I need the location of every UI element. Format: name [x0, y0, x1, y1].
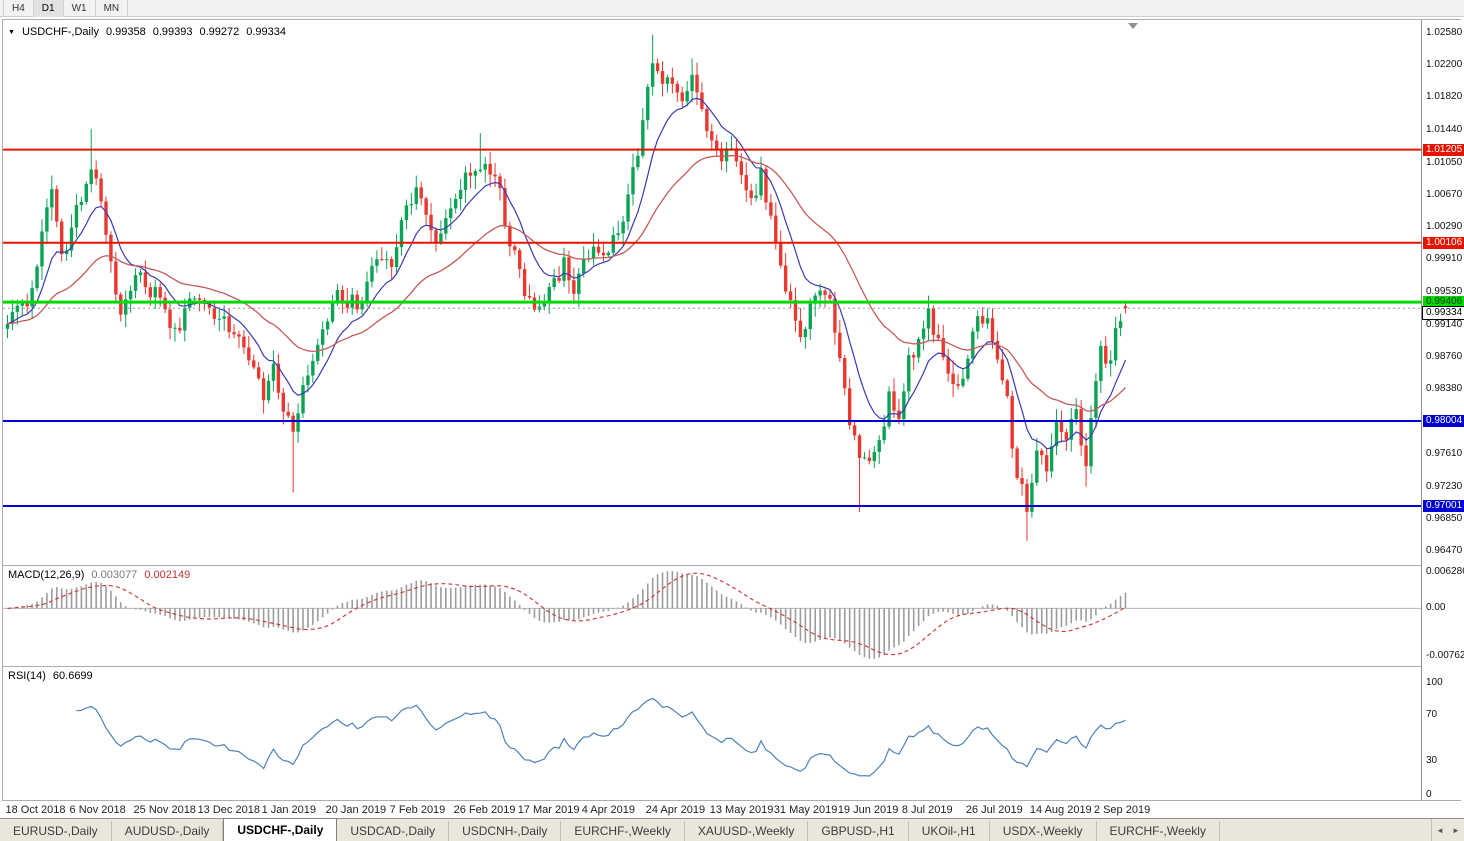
chart-tab-usdcad-daily[interactable]: USDCAD-,Daily: [337, 821, 450, 841]
macd-axis-label: -0.00762: [1426, 650, 1464, 661]
ma-fast-line: [7, 97, 1127, 450]
chart-tab-bar: EURUSD-,Daily AUDUSD-,Daily USDCHF-,Daily U…: [0, 818, 1464, 841]
macd-axis-label: 0.00: [1426, 602, 1446, 614]
price-tick-label: 1.01440: [1426, 123, 1463, 135]
macd-value-signal: 0.002149: [144, 569, 191, 581]
ohlc-high: 0.99393: [152, 26, 193, 38]
date-label: 2 Sep 2019: [1093, 804, 1151, 816]
chart-tab-audusd-daily[interactable]: AUDUSD-,Daily: [112, 821, 224, 841]
chart-tab-eurusd-daily[interactable]: EURUSD-,Daily: [0, 821, 112, 841]
rsi-line: [76, 697, 1126, 777]
date-label: 18 Oct 2018: [5, 804, 66, 816]
date-label: 31 May 2019: [773, 804, 838, 816]
date-label: 1 Jan 2019: [261, 804, 317, 816]
date-label: 25 Nov 2018: [133, 804, 196, 816]
price-tick-label: 0.98760: [1426, 350, 1463, 362]
date-label: 13 May 2019: [709, 804, 774, 816]
date-label: 19 Jun 2019: [837, 804, 899, 816]
rsi-name: RSI(14): [8, 670, 46, 682]
chart-tab-ukoil-h1[interactable]: UKOil-,H1: [909, 821, 990, 841]
chart-title: ▼ USDCHF-,Daily 0.99358 0.99393 0.99272 …: [8, 26, 286, 38]
rsi-axis-label: 70: [1426, 708, 1438, 720]
date-label: 26 Jul 2019: [965, 804, 1023, 816]
level-price-label: 0.98004: [1423, 414, 1464, 427]
price-tick-label: 0.96470: [1426, 545, 1463, 556]
date-label: 6 Nov 2018: [69, 804, 126, 816]
chart-tab-usdchf-daily[interactable]: USDCHF-,Daily: [223, 818, 338, 841]
price-axis[interactable]: 1.02580 1.02200 1.01820 1.01440 1.01050 1.006…: [1421, 20, 1464, 800]
price-tick-label: 0.96850: [1426, 512, 1463, 524]
level-price-label: 1.00106: [1423, 236, 1464, 249]
chart-workspace: ▼ USDCHF-,Daily 0.99358 0.99393 0.99272 …: [0, 18, 1464, 841]
rsi-axis-label: 100: [1426, 677, 1443, 688]
price-tick-label: 0.97610: [1426, 448, 1463, 460]
candles: [5, 34, 1128, 541]
rsi-axis-label: 0: [1426, 789, 1432, 800]
date-label: 26 Feb 2019: [453, 804, 516, 816]
chart-tab-usdcnh-daily[interactable]: USDCNH-,Daily: [449, 821, 562, 841]
timeframe-button-d1[interactable]: D1: [33, 0, 64, 17]
tab-scroll-controls: ◄ ►: [1431, 819, 1464, 841]
chart-tab-usdx-weekly[interactable]: USDX-,Weekly: [990, 821, 1097, 841]
macd-value-main: 0.003077: [91, 569, 138, 581]
ohlc-open: 0.99358: [105, 26, 146, 38]
date-label: 24 Apr 2019: [645, 804, 706, 816]
chart-tab-gbpusd-h1[interactable]: GBPUSD-,H1: [808, 821, 909, 841]
chart-symbol-label: USDCHF-,Daily: [21, 26, 99, 38]
price-tick-label: 0.99910: [1426, 253, 1463, 265]
rsi-value: 60.6699: [52, 670, 93, 682]
price-tick-label: 0.99530: [1426, 285, 1463, 297]
ohlc-close: 0.99334: [246, 26, 286, 38]
price-tick-label: 1.02580: [1426, 27, 1463, 38]
timeframe-button-w1[interactable]: W1: [64, 0, 96, 17]
price-tick-label: 0.98380: [1426, 383, 1463, 395]
date-label: 17 Mar 2019: [517, 804, 580, 816]
date-label: 14 Aug 2019: [1029, 804, 1092, 816]
ohlc-low: 0.99272: [199, 26, 240, 38]
price-tick-label: 1.00290: [1426, 221, 1463, 233]
tab-scroll-left-icon[interactable]: ◄: [1436, 825, 1444, 835]
price-tick-label: 0.99140: [1426, 318, 1463, 330]
date-axis[interactable]: 18 Oct 2018 6 Nov 2018 25 Nov 2018 13 Dec 2…: [3, 801, 1421, 818]
price-tick-label: 1.01050: [1426, 156, 1463, 168]
level-price-label: 1.01205: [1423, 143, 1464, 156]
macd-indicator-label: MACD(12,26,9) 0.003077 0.002149: [8, 569, 190, 581]
timeframe-toolbar: H4 D1 W1 MN: [0, 0, 1464, 17]
chart-shift-marker-icon[interactable]: [1128, 23, 1138, 29]
level-price-label: 0.97001: [1423, 499, 1464, 512]
tab-scroll-right-icon[interactable]: ►: [1452, 825, 1460, 835]
rsi-panel-separator[interactable]: [3, 666, 1461, 667]
date-label: 13 Dec 2018: [197, 804, 260, 816]
timeframe-button-h4[interactable]: H4: [3, 0, 34, 17]
price-tick-label: 1.01820: [1426, 91, 1463, 103]
ma-slow-line: [7, 154, 1126, 412]
timeframe-button-mn[interactable]: MN: [96, 0, 129, 17]
chart-tab-xauusd-weekly[interactable]: XAUUSD-,Weekly: [685, 821, 809, 841]
symbol-marker-icon: ▼: [8, 28, 15, 36]
macd-histogram: [11, 570, 1127, 659]
level-price-label: 0.99406: [1423, 296, 1464, 309]
price-tick-label: 0.97230: [1426, 480, 1463, 492]
rsi-axis-label: 30: [1426, 754, 1438, 766]
date-label: 8 Jul 2019: [901, 804, 953, 816]
chart-tab-eurchf-weekly[interactable]: EURCHF-,Weekly: [1097, 821, 1220, 841]
macd-name: MACD(12,26,9): [8, 569, 85, 581]
date-label: 20 Jan 2019: [325, 804, 387, 816]
date-label: 4 Apr 2019: [581, 804, 635, 816]
macd-panel-separator[interactable]: [3, 565, 1461, 566]
macd-axis-label: 0.006286: [1426, 566, 1464, 577]
price-tick-label: 1.00670: [1426, 188, 1463, 200]
current-price-label: 0.99334: [1422, 306, 1464, 321]
date-label: 7 Feb 2019: [389, 804, 446, 816]
chart-tab-eurchf-weekly[interactable]: EURCHF-,Weekly: [561, 821, 685, 841]
rsi-indicator-label: RSI(14) 60.6699: [8, 670, 93, 682]
chart-canvas[interactable]: [3, 20, 1421, 801]
price-tick-label: 1.02200: [1426, 59, 1463, 71]
macd-signal-line: [7, 572, 1126, 656]
